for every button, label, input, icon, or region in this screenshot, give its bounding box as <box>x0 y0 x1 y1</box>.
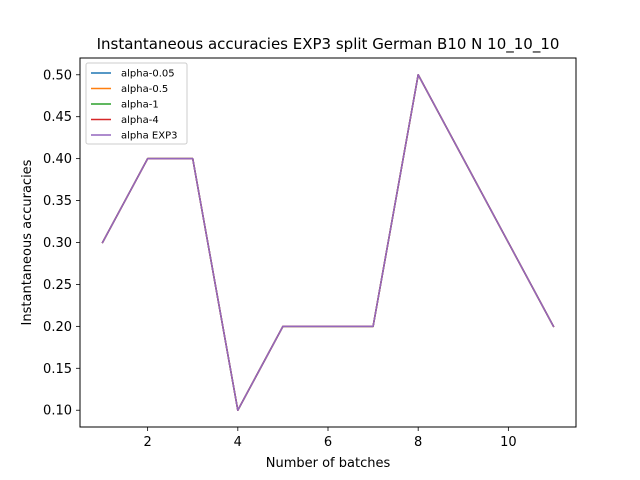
legend-label-3: alpha-1 <box>121 100 159 111</box>
y-tick-label: 0.10 <box>43 404 72 419</box>
legend: alpha-0.05 alpha-0.5 alpha-1 alpha-4 alpha E… <box>85 62 188 145</box>
y-tick-label: 0.25 <box>43 278 72 293</box>
y-tick-label: 0.30 <box>43 236 72 251</box>
chart-title: Instantaneous accuracies EXP3 split Germ… <box>97 35 560 54</box>
legend-label-1: alpha-0.05 <box>121 69 175 80</box>
x-tick-label: 10 <box>500 435 517 450</box>
x-axis-label: Number of batches <box>266 456 391 471</box>
legend-label-4: alpha-4 <box>121 115 159 126</box>
x-tick-label: 4 <box>234 435 242 450</box>
legend-label-2: alpha-0.5 <box>121 84 168 95</box>
y-axis: 0.10 0.15 0.20 0.25 0.30 0.35 0.40 0.45 0.50 <box>43 68 80 419</box>
legend-box <box>85 62 188 145</box>
legend-label-5: alpha EXP3 <box>121 131 177 142</box>
y-tick-label: 0.35 <box>43 194 72 209</box>
x-tick-label: 2 <box>143 435 151 450</box>
y-tick-label: 0.40 <box>43 152 72 167</box>
y-tick-label: 0.15 <box>43 362 72 377</box>
x-tick-label: 6 <box>324 435 332 450</box>
series-line-5 <box>101 74 555 411</box>
y-tick-label: 0.50 <box>43 68 72 83</box>
y-axis-label: Instantaneous accuracies <box>20 159 35 325</box>
x-tick-label: 8 <box>414 435 422 450</box>
legend-items: alpha-0.05 alpha-0.5 alpha-1 alpha-4 alpha E… <box>91 69 177 142</box>
y-tick-label: 0.20 <box>43 320 72 335</box>
x-axis: 2 4 6 8 10 <box>143 427 517 450</box>
series-layer <box>101 74 555 411</box>
y-tick-label: 0.45 <box>43 110 72 125</box>
